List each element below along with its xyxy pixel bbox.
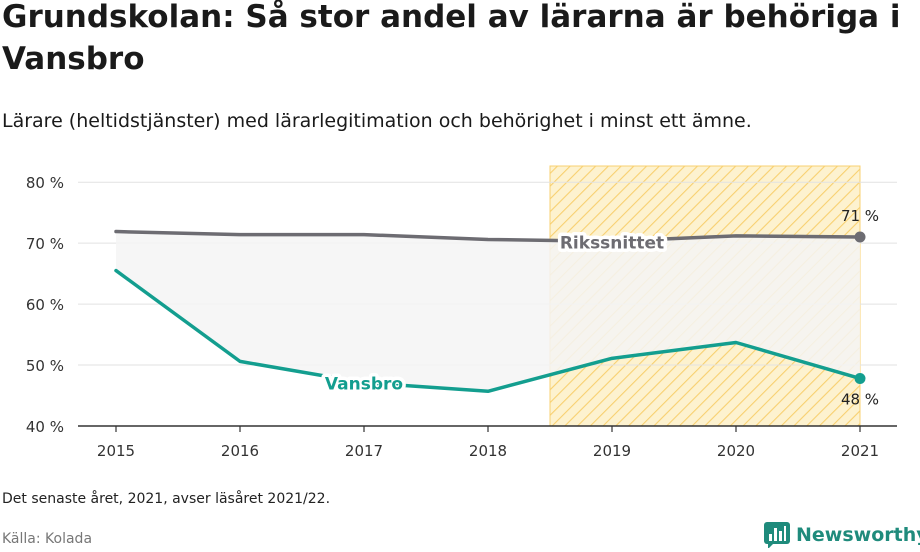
source-text: Källa: Kolada (2, 531, 93, 547)
x-tick-label: 2018 (469, 442, 507, 460)
x-tick-label: 2020 (717, 442, 755, 460)
series-label-vansbro: Vansbro (325, 375, 403, 395)
y-tick-label: 40 % (26, 418, 64, 436)
x-tick-label: 2019 (593, 442, 631, 460)
y-tick-label: 70 % (26, 235, 64, 253)
brand-name: Newsworthy (796, 524, 920, 546)
newsworthy-brand[interactable]: Newsworthy (764, 519, 920, 551)
chart-subtitle: Lärare (heltidstjänster) med lärarlegiti… (2, 110, 752, 132)
y-tick-label: 60 % (26, 296, 64, 314)
x-tick-label: 2015 (97, 442, 135, 460)
series-label-rikssnittet: Rikssnittet (560, 233, 664, 253)
y-tick-label: 50 % (26, 357, 64, 375)
footnote: Det senaste året, 2021, avser läsåret 20… (2, 491, 331, 507)
end-value-label-rikssnittet: 71 % (841, 207, 879, 225)
endpoint-vansbro (854, 372, 866, 384)
x-tick-label: 2017 (345, 442, 383, 460)
x-tick-label: 2016 (221, 442, 259, 460)
y-tick-label: 80 % (26, 174, 64, 192)
chart-title: Grundskolan: Så stor andel av lärarna är… (2, 0, 901, 77)
end-value-label-vansbro: 48 % (841, 390, 879, 408)
endpoint-rikssnittet (854, 231, 866, 243)
line-chart: 40 % 50 % 60 % 70 % 80 % 2015 2016 2017 2018 201… (26, 165, 897, 460)
series-line-rikssnittet (114, 229, 862, 244)
x-tick-label: 2021 (841, 442, 879, 460)
gap-band (116, 231, 860, 392)
bar-chart-logo-icon (764, 522, 790, 548)
series-line-vansbro (114, 268, 862, 394)
